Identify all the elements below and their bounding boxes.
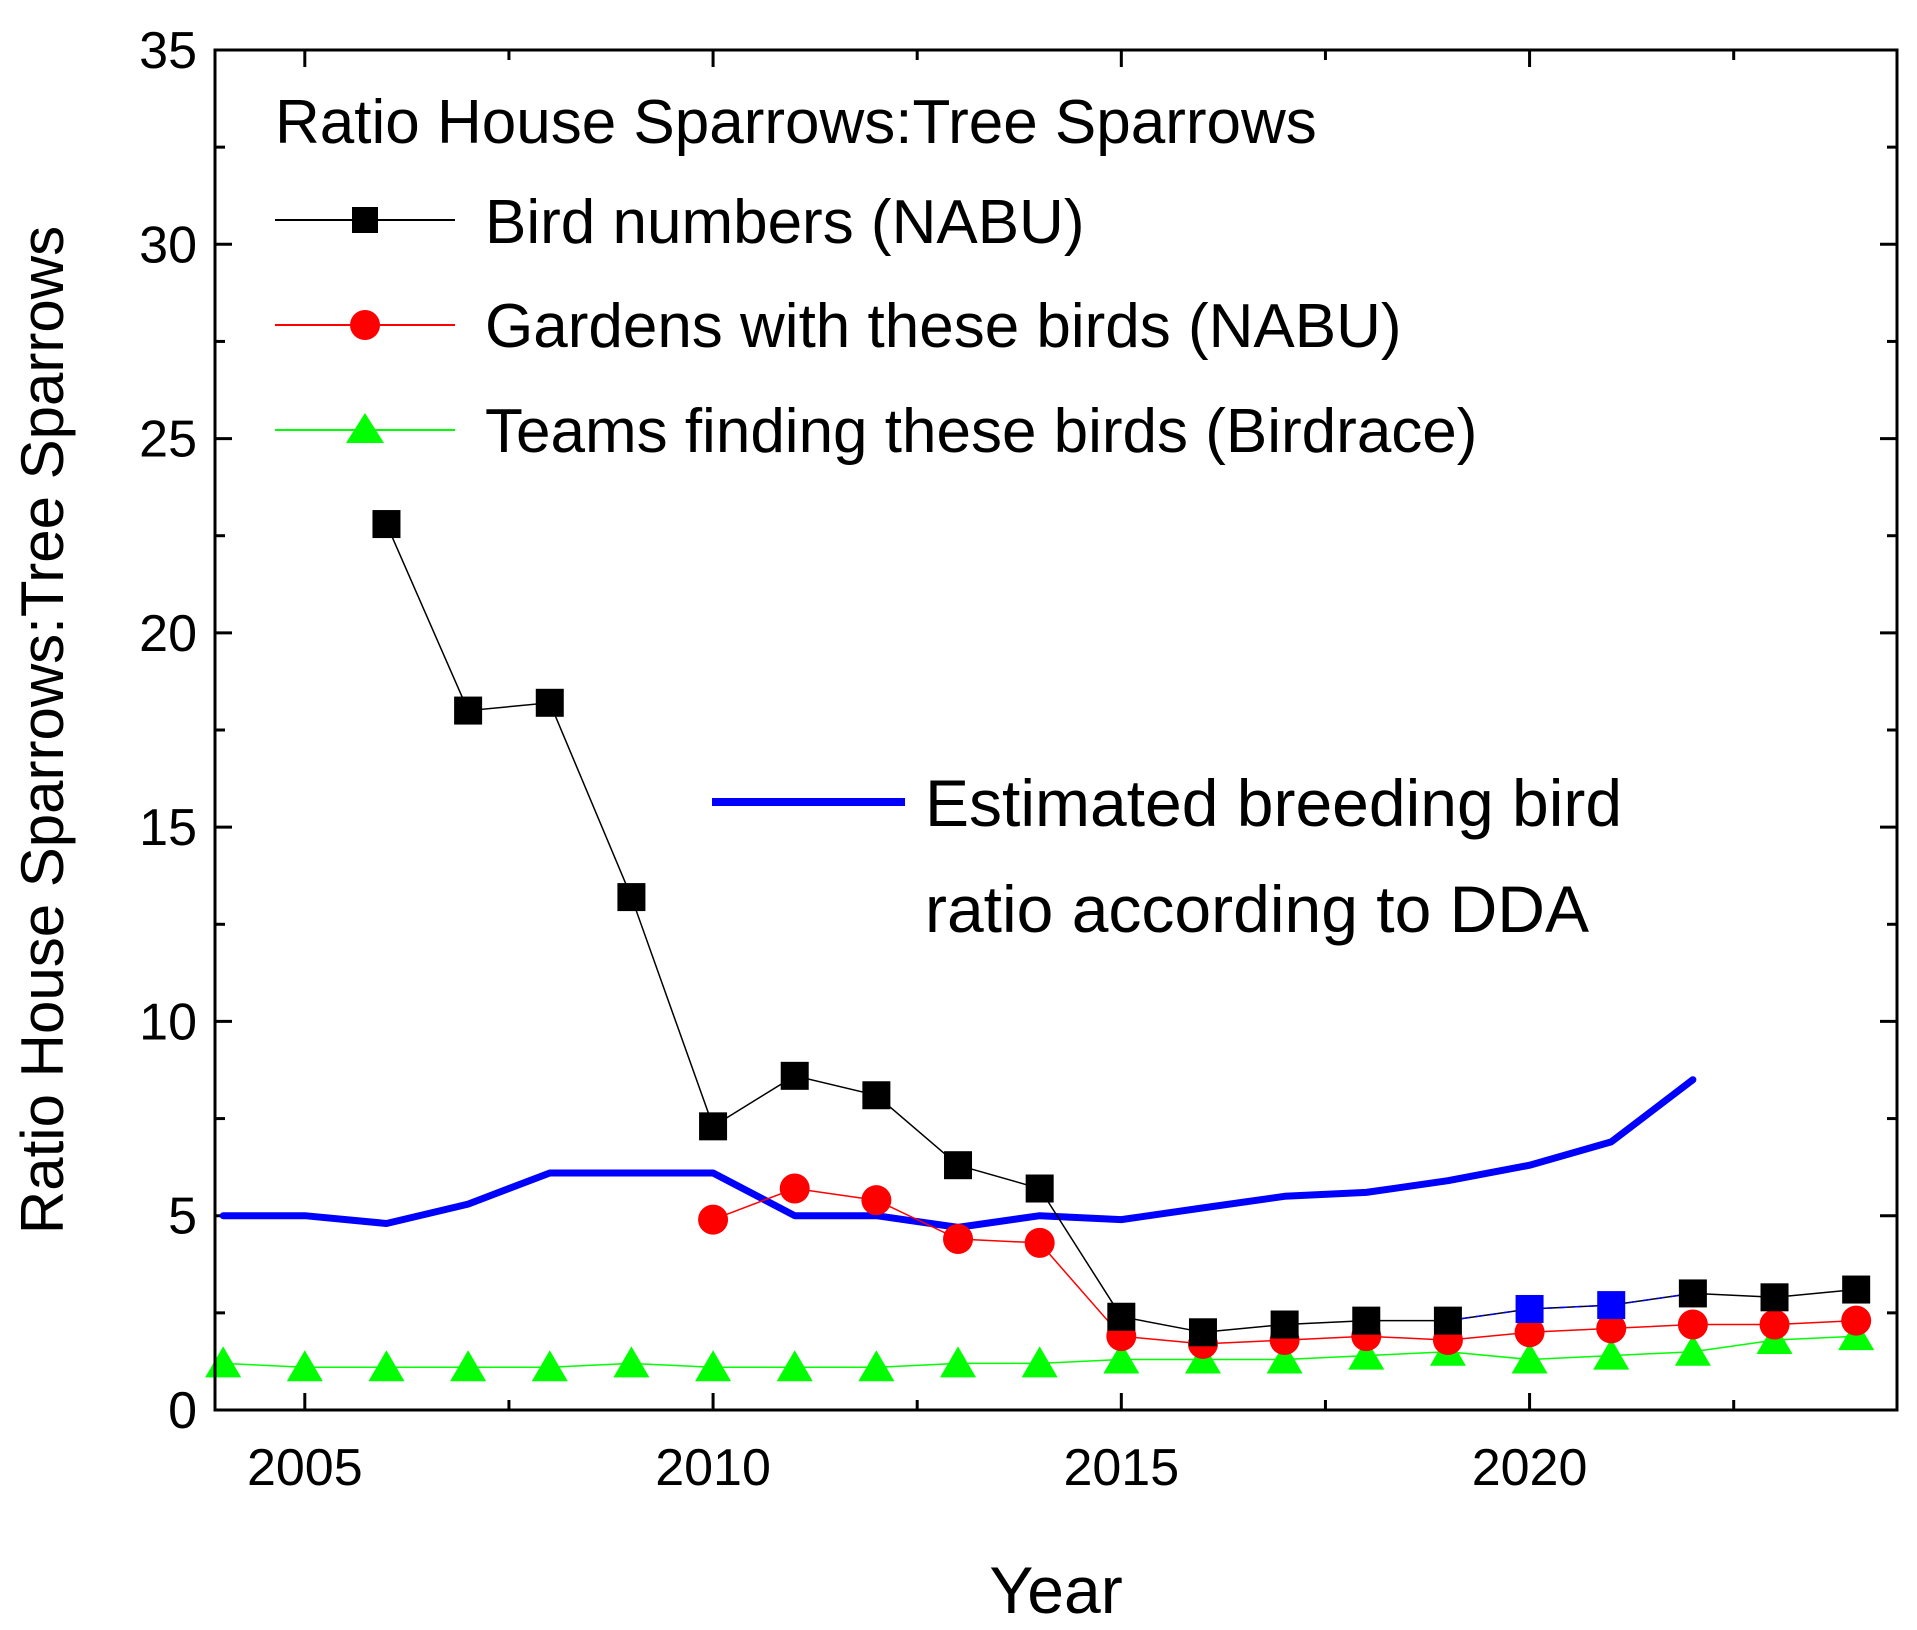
y-tick-label: 0 [168,1382,197,1440]
point-gardens [1677,1309,1708,1340]
legend-marker-triangle [346,413,384,443]
point-bird-numbers [780,1061,809,1090]
legend-title: Ratio House Sparrows:Tree Sparrows [275,88,1317,157]
dda-annotation: Estimated breeding bird ratio according … [712,766,1622,946]
legend-label-teams: Teams finding these birds (Birdrace) [485,397,1477,466]
y-tick-label: 20 [139,605,197,663]
point-gardens [1514,1317,1545,1348]
point-teams [695,1350,732,1382]
point-bird-numbers [1352,1306,1381,1335]
legend-label-gardens: Gardens with these birds (NABU) [485,292,1402,361]
dda-annotation-line2: ratio according to DDA [925,872,1589,946]
point-teams [858,1350,895,1382]
x-axis-label: Year [989,1553,1122,1627]
point-bird-numbers [699,1112,728,1141]
point-teams [1348,1338,1385,1370]
point-gardens [779,1173,810,1204]
point-teams [450,1350,487,1382]
point-teams [1103,1342,1140,1374]
point-extra-blue [1597,1291,1626,1320]
x-tick-label: 2015 [1063,1439,1179,1497]
point-gardens [1596,1313,1627,1344]
y-tick-label: 10 [139,993,197,1051]
dda-annotation-line1: Estimated breeding bird [925,766,1622,840]
point-teams [613,1346,650,1378]
point-bird-numbers [1760,1283,1789,1312]
point-bird-numbers [1433,1306,1462,1335]
point-bird-numbers [1270,1310,1299,1339]
point-bird-numbers [1025,1174,1054,1203]
point-teams [1674,1334,1711,1366]
y-tick-label: 30 [139,216,197,274]
point-bird-numbers [372,510,401,539]
y-tick-label: 5 [168,1188,197,1246]
x-tick-label: 2010 [655,1439,771,1497]
legend-marker-square [352,207,378,233]
point-gardens [1024,1227,1055,1258]
x-tick-label: 2020 [1472,1439,1588,1497]
point-bird-numbers [862,1081,891,1110]
point-teams [1266,1342,1303,1374]
point-gardens [943,1224,974,1255]
point-gardens [698,1204,729,1235]
point-teams [368,1350,405,1382]
legend-marker-circle [350,310,380,340]
point-bird-numbers [1842,1275,1871,1304]
y-axis-label: Ratio House Sparrows:Tree Sparrows [9,226,76,1234]
point-bird-numbers [1107,1302,1136,1331]
point-bird-numbers [617,883,646,912]
point-bird-numbers [535,688,564,717]
point-teams [1593,1338,1630,1370]
legend-label-bird-numbers: Bird numbers (NABU) [485,188,1084,257]
y-tick-label: 25 [139,411,197,469]
point-teams [286,1350,323,1382]
point-teams [1511,1342,1548,1374]
legend: Ratio House Sparrows:Tree Sparrows Bird … [275,88,1477,466]
series-layer [205,510,1875,1382]
point-teams [940,1346,977,1378]
point-gardens [1841,1305,1872,1336]
point-bird-numbers [1188,1318,1217,1347]
axes: 0 5 10 15 20 25 30 35 2005 2010 2015 2020 [139,22,1897,1497]
y-tick-label: 15 [139,799,197,857]
point-teams [776,1350,813,1382]
point-teams [531,1350,568,1382]
point-gardens [861,1185,892,1216]
point-bird-numbers [944,1151,973,1180]
point-teams [1021,1346,1058,1378]
point-bird-numbers [454,696,483,725]
point-gardens [1759,1309,1790,1340]
point-extra-blue [1515,1294,1544,1323]
plot-frame [213,48,1899,1412]
point-bird-numbers [1678,1279,1707,1308]
y-tick-label: 35 [139,22,197,80]
x-tick-label: 2005 [247,1439,363,1497]
